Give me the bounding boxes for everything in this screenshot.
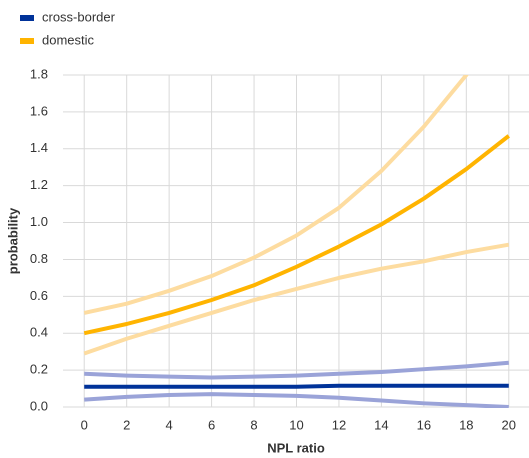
y-tick-label: 1.0 <box>30 214 48 229</box>
series-line <box>83 134 511 336</box>
x-tick-label: 4 <box>166 417 173 432</box>
x-axis-label: NPL ratio <box>267 440 325 455</box>
y-tick-label: 1.8 <box>30 66 48 81</box>
y-tick-label: 0.0 <box>30 398 48 413</box>
x-tick-label: 16 <box>417 417 431 432</box>
legend-label: cross-border <box>42 9 116 24</box>
y-axis-label: probability <box>5 207 20 274</box>
lower-band-line <box>83 242 510 356</box>
x-tick-label: 2 <box>123 417 130 432</box>
x-tick-label: 18 <box>459 417 473 432</box>
legend-swatch <box>20 15 34 21</box>
lower-band-line <box>84 392 509 408</box>
legend-swatch <box>20 38 34 44</box>
x-tick-label: 12 <box>332 417 346 432</box>
series-line <box>84 383 509 389</box>
legend-label: domestic <box>42 32 95 47</box>
x-tick-label: 10 <box>289 417 303 432</box>
y-tick-label: 0.2 <box>30 362 48 377</box>
upper-band-line <box>84 360 509 380</box>
y-tick-label: 0.4 <box>30 325 48 340</box>
y-tick-label: 1.4 <box>30 140 48 155</box>
y-tick-label: 0.6 <box>30 288 48 303</box>
x-tick-label: 8 <box>250 417 257 432</box>
x-tick-label: 14 <box>374 417 388 432</box>
x-tick-label: 6 <box>208 417 215 432</box>
upper-band-line <box>83 75 469 315</box>
x-tick-label: 0 <box>81 417 88 432</box>
plot-area <box>83 75 511 408</box>
y-tick-label: 1.2 <box>30 177 48 192</box>
y-tick-label: 0.8 <box>30 251 48 266</box>
y-tick-label: 1.6 <box>30 103 48 118</box>
x-tick-label: 20 <box>502 417 516 432</box>
